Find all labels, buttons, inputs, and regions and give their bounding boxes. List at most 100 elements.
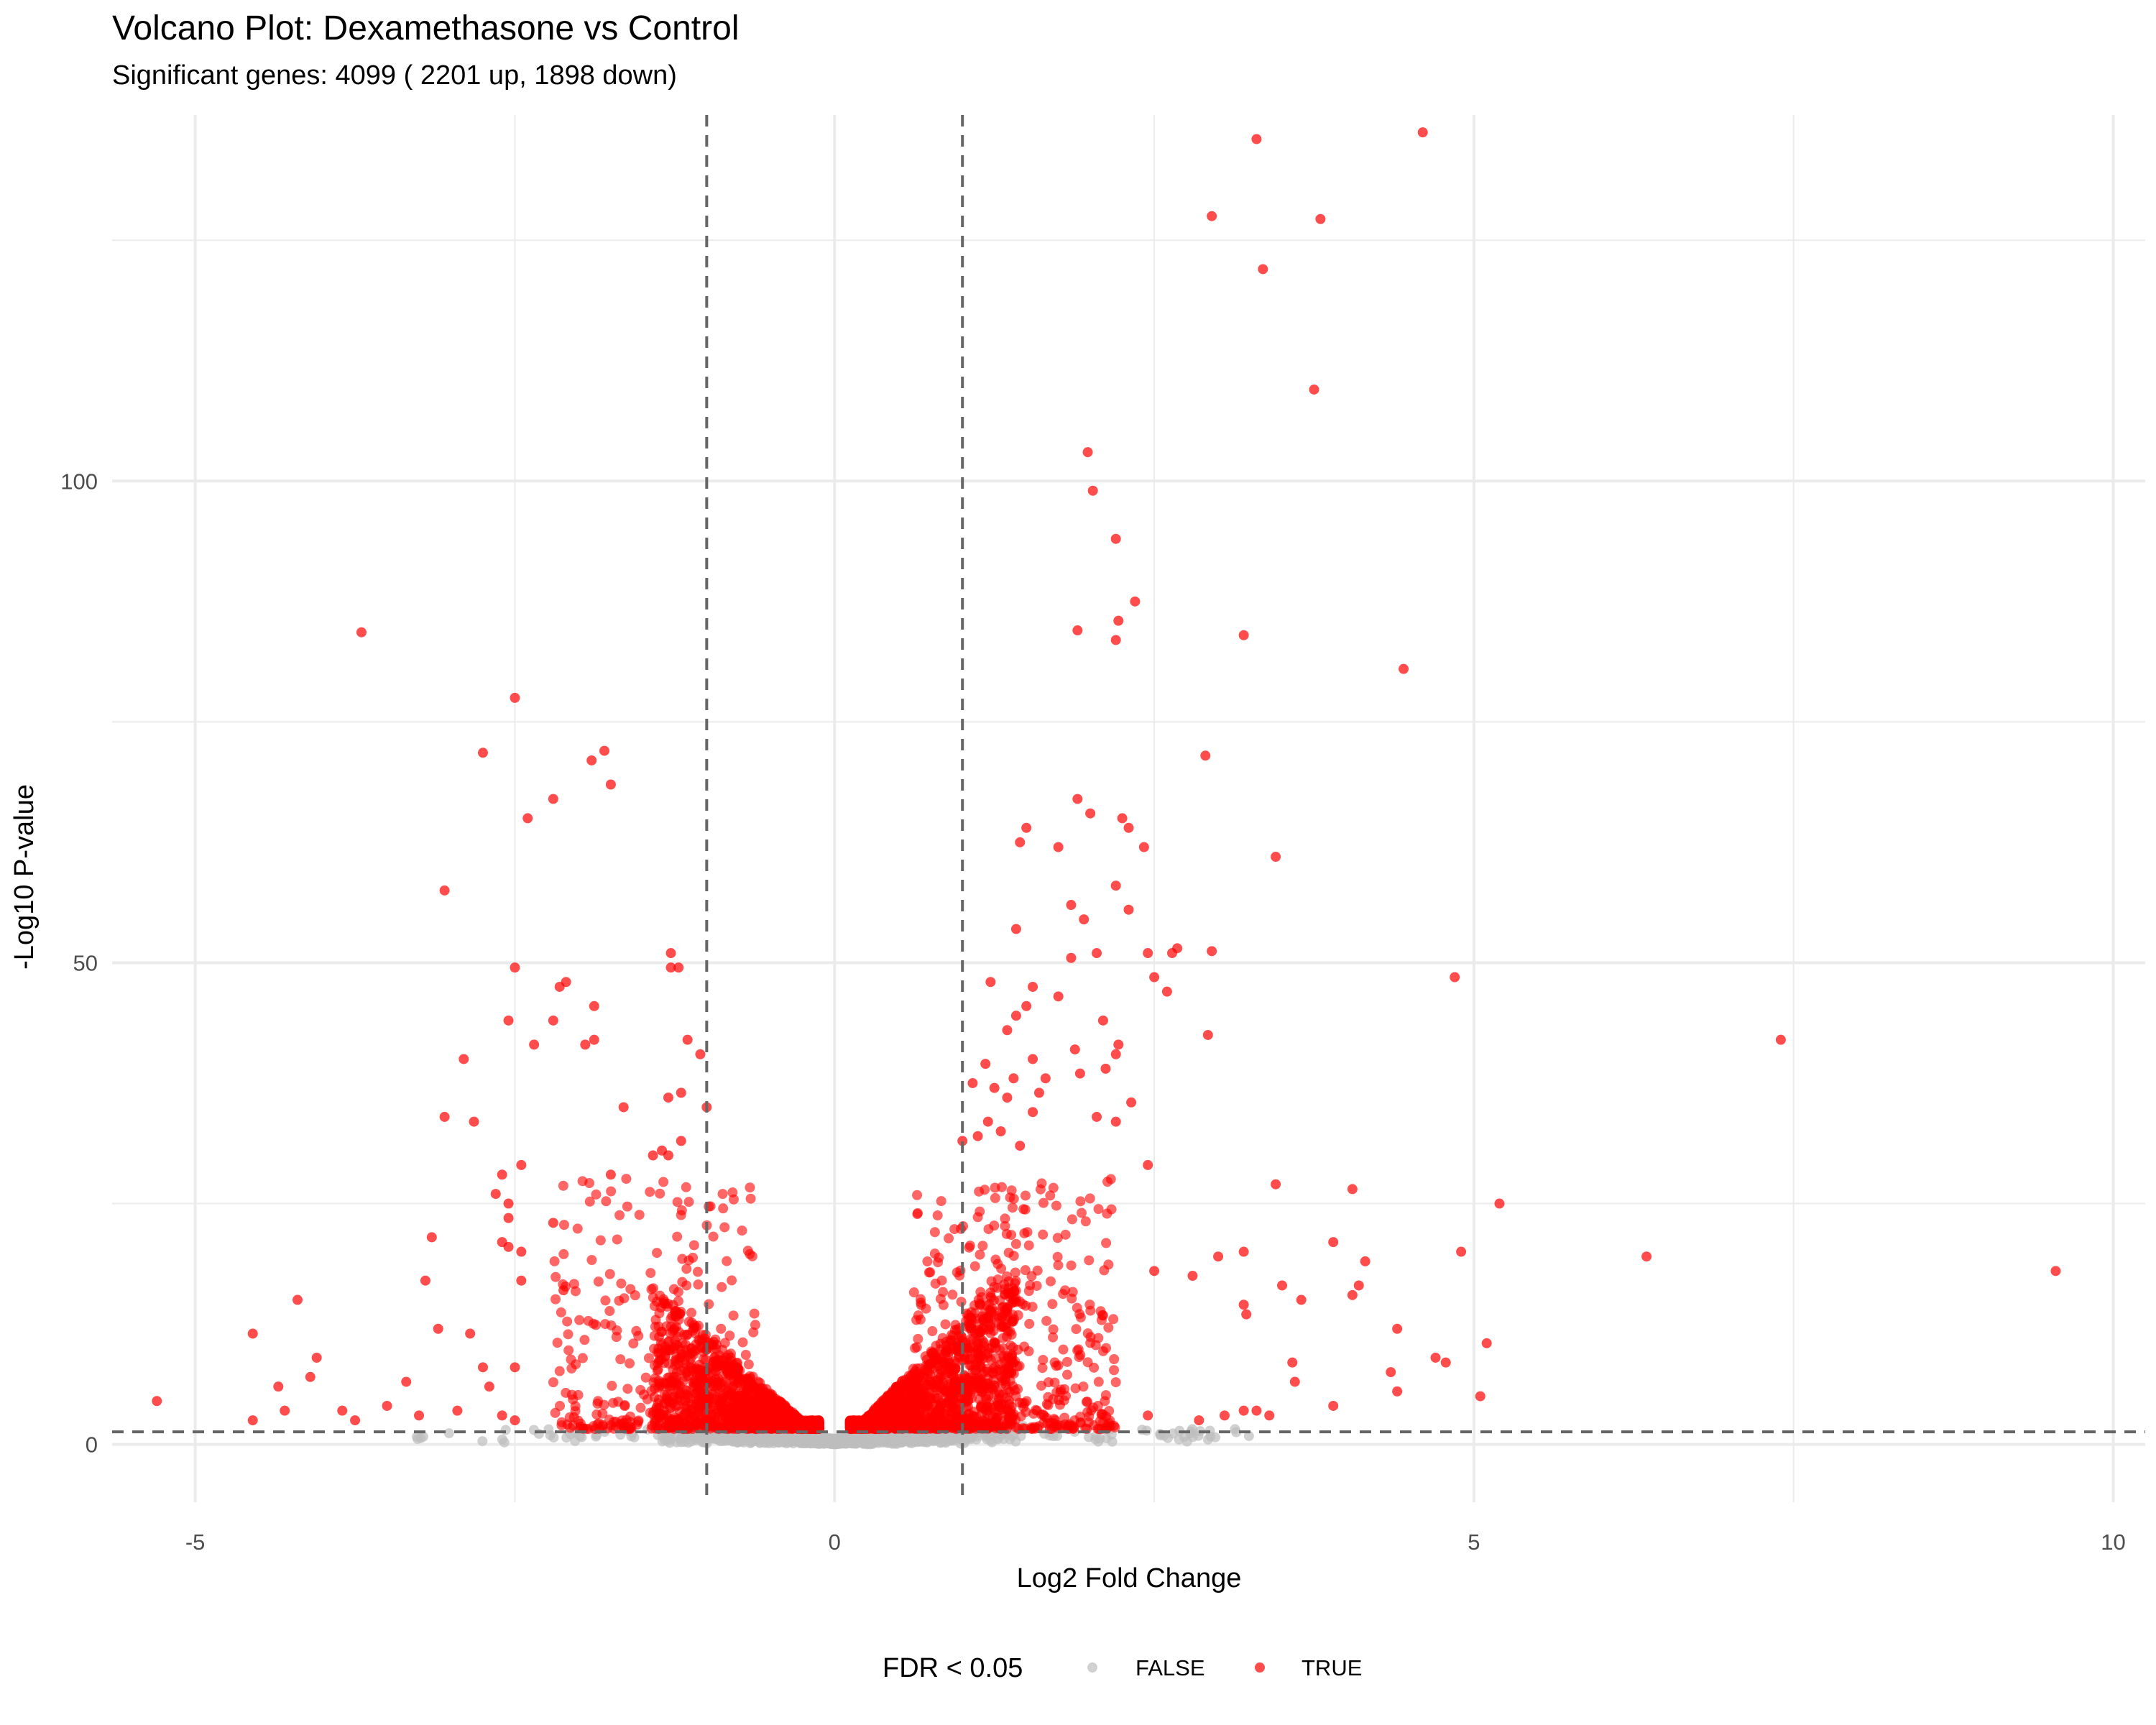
- significant-point: [975, 1287, 986, 1297]
- chart-subtitle: Significant genes: 4099 ( 2201 up, 1898 …: [112, 60, 677, 91]
- significant-point: [1045, 1276, 1056, 1287]
- significant-point: [1093, 1376, 1104, 1387]
- nonsignificant-point: [477, 1436, 488, 1447]
- significant-point: [1047, 1299, 1058, 1310]
- significant-point: [915, 1368, 926, 1379]
- significant-point: [600, 1295, 611, 1306]
- significant-point: [1075, 1196, 1086, 1207]
- nonsignificant-point: [784, 1433, 795, 1444]
- significant-point: [1062, 1369, 1073, 1380]
- significant-point: [591, 1189, 602, 1200]
- significant-point: [985, 1382, 996, 1393]
- significant-point: [648, 1292, 658, 1303]
- significant-point: [664, 1372, 675, 1383]
- significant-point: [552, 1338, 563, 1348]
- significant-point: [1020, 1190, 1031, 1201]
- significant-point: [729, 1364, 740, 1375]
- significant-point: [982, 1366, 993, 1377]
- significant-point: [583, 1315, 594, 1326]
- nonsignificant-point: [591, 1431, 602, 1442]
- significant-point: [608, 1397, 619, 1408]
- significant-point: [558, 1248, 569, 1259]
- significant-point: [710, 1334, 721, 1345]
- significant-point: [1002, 1404, 1013, 1414]
- significant-point: [735, 1374, 746, 1384]
- significant-point: [938, 1287, 949, 1297]
- nonsignificant-point: [659, 1435, 670, 1445]
- significant-point: [760, 1391, 771, 1402]
- nonsignificant-point: [499, 1437, 510, 1448]
- significant-point: [570, 1286, 581, 1297]
- significant-point: [724, 1330, 735, 1341]
- significant-point: [1103, 1322, 1114, 1333]
- significant-point: [750, 1320, 760, 1330]
- significant-point: [727, 1275, 737, 1286]
- significant-point: [983, 1312, 994, 1323]
- significant-point: [1108, 1314, 1119, 1325]
- significant-point: [718, 1203, 729, 1214]
- significant-point: [911, 1342, 922, 1353]
- significant-point: [975, 1249, 985, 1260]
- significant-point: [925, 1413, 936, 1424]
- nonsignificant-point: [1230, 1424, 1240, 1435]
- significant-point: [685, 1358, 696, 1368]
- significant-point: [990, 1254, 1001, 1265]
- significant-point: [563, 1345, 574, 1356]
- significant-point: [549, 1256, 560, 1266]
- grid-lines: [112, 115, 2145, 1502]
- significant-point: [963, 1372, 974, 1383]
- significant-point: [555, 1400, 566, 1411]
- significant-point: [1000, 1213, 1010, 1224]
- significant-point: [1098, 1346, 1109, 1356]
- significant-point: [1037, 1363, 1048, 1374]
- significant-point: [950, 1320, 961, 1330]
- significant-point: [671, 1322, 681, 1333]
- significant-point: [1067, 1214, 1077, 1225]
- significant-point: [975, 1327, 985, 1338]
- nonsignificant-point: [1095, 1433, 1105, 1444]
- significant-point: [754, 1403, 765, 1414]
- significant-point: [1023, 1286, 1034, 1297]
- significant-point: [652, 1365, 663, 1376]
- significant-point: [1084, 1255, 1095, 1266]
- significant-point: [768, 1397, 779, 1407]
- significant-point: [728, 1194, 739, 1205]
- significant-point: [577, 1353, 588, 1363]
- significant-point: [743, 1359, 754, 1370]
- nonsignificant-point: [533, 1428, 544, 1439]
- significant-point: [999, 1305, 1010, 1315]
- significant-point: [1003, 1384, 1013, 1395]
- significant-point: [625, 1358, 635, 1368]
- significant-point: [990, 1182, 1000, 1193]
- chart-title: Volcano Plot: Dexamethasone vs Control: [112, 9, 740, 47]
- significant-point: [1070, 1383, 1081, 1394]
- significant-point: [1078, 1381, 1089, 1392]
- nonsignificant-point: [1005, 1434, 1015, 1445]
- significant-point: [809, 1420, 820, 1430]
- significant-point: [932, 1393, 943, 1404]
- significant-point: [584, 1196, 595, 1207]
- significant-point: [1048, 1182, 1059, 1193]
- significant-point: [888, 1406, 898, 1417]
- nonsignificant-point: [887, 1433, 898, 1444]
- significant-point: [921, 1303, 931, 1314]
- significant-point: [694, 1335, 705, 1346]
- nonsignificant-point: [958, 1432, 969, 1443]
- significant-point: [937, 1333, 948, 1343]
- significant-point: [1100, 1390, 1111, 1401]
- significant-point: [1051, 1386, 1062, 1397]
- significant-point: [927, 1326, 938, 1337]
- significant-point: [643, 1353, 654, 1363]
- significant-point: [969, 1261, 980, 1271]
- significant-point: [1001, 1392, 1012, 1403]
- significant-point: [1066, 1260, 1077, 1271]
- nonsignificant-point: [676, 1437, 686, 1448]
- significant-point: [621, 1174, 632, 1184]
- significant-point: [1023, 1346, 1034, 1356]
- nonsignificant-point: [1167, 1428, 1178, 1439]
- significant-point: [928, 1350, 939, 1361]
- significant-point: [707, 1343, 718, 1354]
- significant-point: [652, 1248, 663, 1259]
- significant-point: [1038, 1197, 1049, 1208]
